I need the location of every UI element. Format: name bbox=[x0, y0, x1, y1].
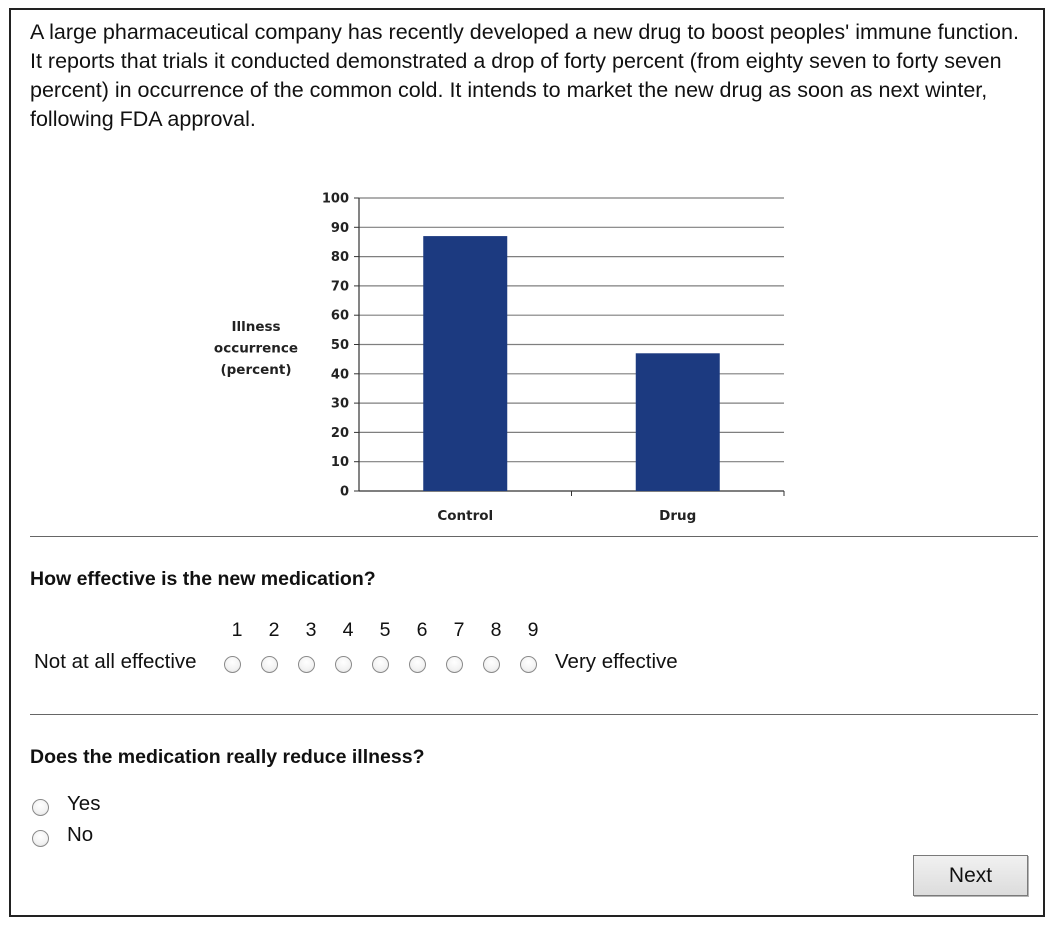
intro-text: A large pharmaceutical company has recen… bbox=[30, 20, 1019, 131]
effectiveness-radio-5[interactable] bbox=[372, 656, 389, 673]
question2-title: Does the medication really reduce illnes… bbox=[30, 746, 425, 768]
yes-label[interactable]: Yes bbox=[67, 792, 101, 815]
y-tick-label-10: 10 bbox=[331, 455, 349, 470]
bar-chart: 0 10 20 30 40 50 60 70 80 90 100 Control Drug Illness… bbox=[201, 175, 791, 535]
y-tick-label-30: 30 bbox=[331, 397, 349, 412]
y-axis-label-line-3: (percent) bbox=[220, 362, 291, 378]
next-button[interactable]: Next bbox=[913, 855, 1028, 896]
scale-number-4: 4 bbox=[342, 619, 354, 641]
y-tick-label-60: 60 bbox=[331, 309, 349, 324]
effectiveness-radio-1[interactable] bbox=[224, 656, 241, 673]
y-tick-label-90: 90 bbox=[331, 221, 349, 236]
effectiveness-radio-6[interactable] bbox=[409, 656, 426, 673]
bar-drug bbox=[635, 353, 720, 491]
divider-2 bbox=[30, 714, 1038, 715]
scale-low-label: Not at all effective bbox=[34, 650, 197, 673]
x-tick-label-drug: Drug bbox=[659, 508, 696, 524]
y-axis-label-line-1: Illness bbox=[231, 319, 280, 335]
no-label[interactable]: No bbox=[67, 823, 94, 846]
scale-number-6: 6 bbox=[416, 619, 428, 641]
yes-radio[interactable] bbox=[32, 799, 49, 816]
y-tick-label-0: 0 bbox=[340, 485, 349, 500]
y-tick-label-70: 70 bbox=[331, 279, 349, 294]
scale-number-2: 2 bbox=[268, 619, 280, 641]
y-tick-label-50: 50 bbox=[331, 338, 349, 353]
y-tick-label-80: 80 bbox=[331, 250, 349, 265]
effectiveness-radio-3[interactable] bbox=[298, 656, 315, 673]
scale-number-5: 5 bbox=[379, 619, 391, 641]
y-axis-label-line-2: occurrence bbox=[214, 341, 298, 357]
scale-number-9: 9 bbox=[527, 619, 539, 641]
question1-title: How effective is the new medication? bbox=[30, 568, 376, 590]
scale-high-label: Very effective bbox=[555, 650, 678, 673]
divider-1 bbox=[30, 536, 1038, 537]
bar-chart-svg: 0 10 20 30 40 50 60 70 80 90 100 Control Drug Illness… bbox=[214, 192, 785, 524]
effectiveness-radio-2[interactable] bbox=[261, 656, 278, 673]
y-tick-label-20: 20 bbox=[331, 426, 349, 441]
survey-frame: A large pharmaceutical company has recen… bbox=[9, 8, 1045, 917]
scale-number-1: 1 bbox=[231, 619, 243, 641]
y-tick-label-40: 40 bbox=[331, 367, 349, 382]
no-radio[interactable] bbox=[32, 830, 49, 847]
y-tick-label-100: 100 bbox=[322, 192, 349, 207]
effectiveness-radio-9[interactable] bbox=[520, 656, 537, 673]
bar-control bbox=[423, 236, 508, 491]
effectiveness-radio-4[interactable] bbox=[335, 656, 352, 673]
effectiveness-radio-7[interactable] bbox=[446, 656, 463, 673]
scale-number-8: 8 bbox=[490, 619, 502, 641]
effectiveness-radio-8[interactable] bbox=[483, 656, 500, 673]
scale-number-7: 7 bbox=[453, 619, 465, 641]
scale-number-3: 3 bbox=[305, 619, 317, 641]
x-tick-label-control: Control bbox=[437, 508, 493, 524]
